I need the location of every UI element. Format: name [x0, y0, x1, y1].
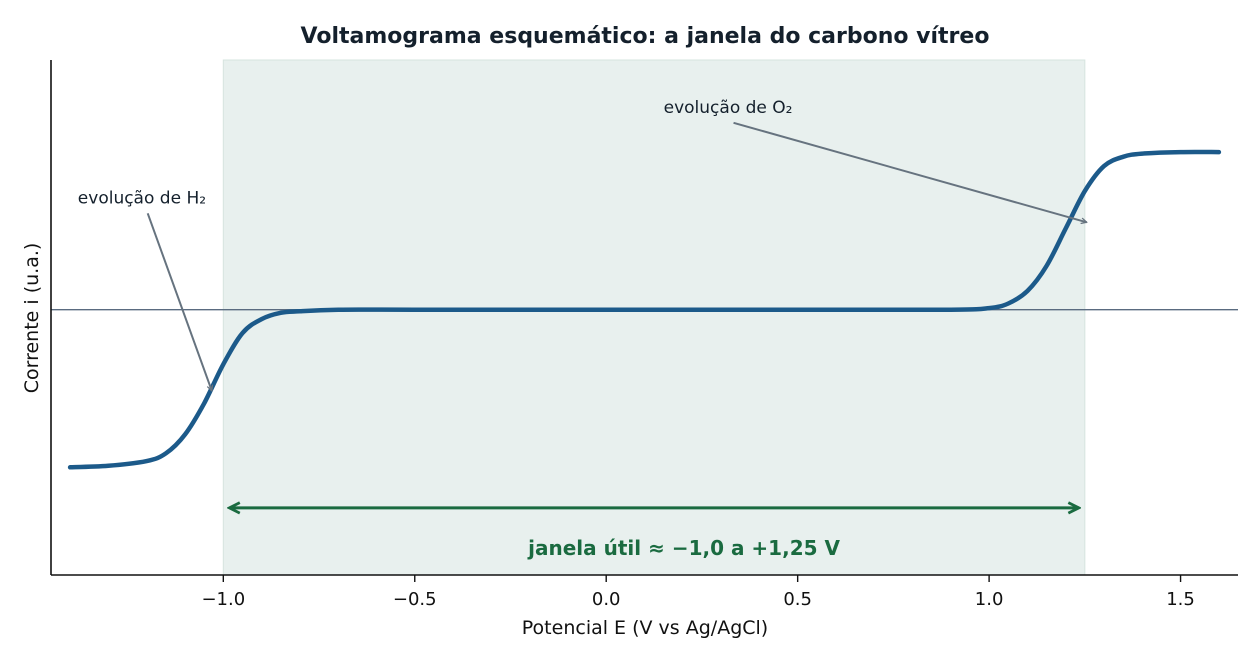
x-tick-label: −0.5 [393, 589, 437, 610]
x-tick-label: −1.0 [201, 589, 245, 610]
chart-title: Voltamograma esquemático: a janela do ca… [301, 24, 990, 49]
y-axis-label: Corrente i (u.a.) [21, 243, 43, 394]
annotation-arrow [146, 212, 212, 391]
x-tick-label: 1.5 [1166, 589, 1195, 610]
x-tick-label: 1.0 [975, 589, 1004, 610]
annotation-label: evolução de O₂ [664, 98, 793, 118]
x-tick-label: 0.0 [592, 589, 621, 610]
x-tick-label: 0.5 [783, 589, 812, 610]
annotation-arrow [733, 121, 1087, 222]
annotation-label: evolução de H₂ [78, 188, 206, 208]
useful-window-label: janela útil ≈ −1,0 a +1,25 V [527, 536, 840, 560]
x-axis-label: Potencial E (V vs Ag/AgCl) [522, 617, 768, 639]
current-curve [67, 149, 1222, 470]
useful-window-shading [222, 59, 1086, 576]
